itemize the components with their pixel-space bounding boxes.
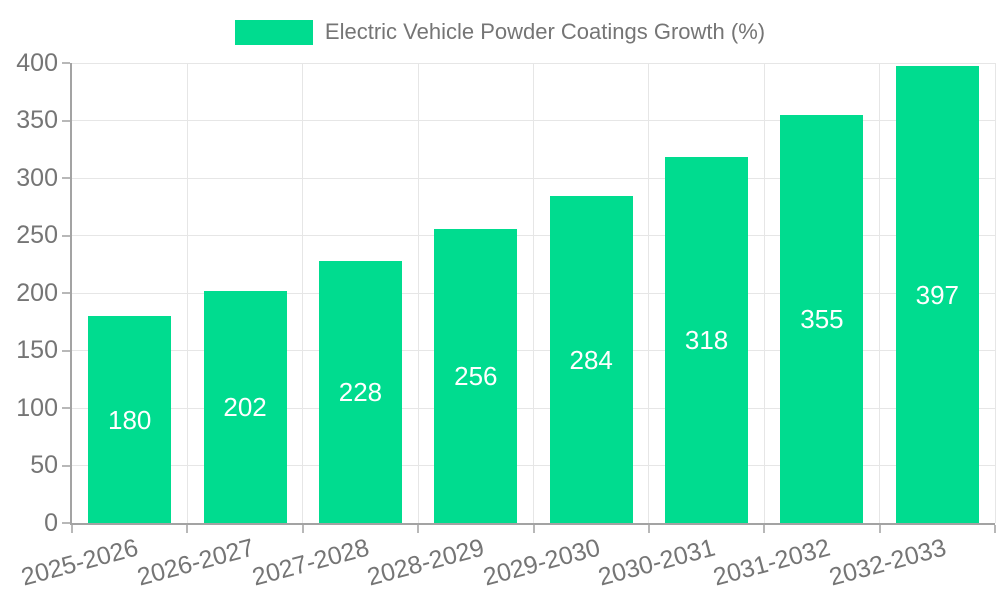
x-axis-tick-label: 2030-2031 [595, 533, 719, 592]
bar-value-label: 318 [684, 325, 729, 356]
x-gridline [186, 63, 188, 523]
x-gridline [533, 63, 534, 523]
y-axis-tick [62, 292, 70, 294]
y-axis-tick [62, 349, 70, 352]
y-axis-tick-label: 300 [16, 163, 58, 192]
x-gridline [302, 63, 304, 523]
y-axis-tick-label: 100 [16, 393, 58, 422]
y-axis-tick-label: 150 [16, 336, 58, 364]
x-gridline [417, 63, 419, 523]
bar-value-label: 228 [338, 376, 383, 407]
bar-value-label: 284 [569, 344, 613, 375]
x-axis-tick [878, 525, 881, 533]
bar-value-label: 202 [223, 391, 267, 422]
legend-label: Electric Vehicle Powder Coatings Growth … [324, 19, 766, 44]
bar [665, 157, 749, 523]
y-axis-tick-label: 50 [30, 451, 58, 479]
x-axis-tick [417, 525, 420, 533]
y-axis-tick-label: 250 [16, 221, 58, 249]
bar [895, 66, 979, 523]
y-axis-tick [62, 407, 70, 409]
y-axis-tick-label: 0 [44, 508, 58, 537]
x-axis-tick [647, 525, 650, 533]
x-gridline [879, 63, 881, 523]
bar-value-label: 397 [915, 279, 959, 310]
x-axis-tick [763, 525, 766, 533]
x-gridline [648, 63, 650, 523]
bar [434, 228, 518, 523]
x-gridline [763, 63, 765, 523]
y-axis-tick [62, 522, 70, 524]
bar-value-label: 180 [107, 404, 152, 435]
bar [203, 290, 287, 523]
bar-value-label: 355 [800, 303, 844, 334]
y-axis-tick [62, 464, 70, 467]
x-axis-tick [994, 525, 996, 533]
y-axis-line [70, 63, 72, 523]
x-axis-tick-label: 2028-2029 [364, 533, 488, 592]
x-axis-line [70, 523, 995, 525]
x-axis-tick-label: 2029-2030 [479, 533, 603, 592]
x-axis-tick-label: 2026-2027 [133, 533, 257, 592]
y-axis-tick [62, 62, 70, 64]
bar [780, 114, 864, 523]
y-axis-tick [62, 119, 70, 122]
y-axis-tick-label: 400 [16, 48, 58, 77]
x-axis-tick [71, 525, 73, 533]
y-axis-tick-label: 350 [16, 106, 58, 134]
x-axis-tick-label: 2031-2032 [710, 533, 834, 592]
bar [549, 196, 633, 523]
x-axis-tick-label: 2025-2026 [18, 533, 142, 592]
plot-area: 0 50 100 150 200 250 300 350 400 180 2025-2026 202 2… [16, 50, 996, 591]
bar [88, 316, 172, 523]
x-axis-tick-label: 2032-2033 [826, 533, 949, 592]
bar-value-label: 256 [454, 360, 498, 391]
legend: Electric Vehicle Powder Coatings Growth … [0, 16, 1000, 48]
y-axis-tick-label: 200 [16, 278, 58, 307]
x-axis-tick [532, 525, 535, 533]
x-axis-tick [186, 525, 189, 533]
legend-swatch [234, 19, 313, 45]
x-gridline [994, 63, 996, 523]
y-axis-tick [62, 177, 70, 179]
bar [318, 260, 402, 523]
y-axis-tick [62, 234, 70, 237]
x-axis-tick [301, 525, 304, 533]
x-axis-tick-label: 2027-2028 [249, 533, 372, 592]
